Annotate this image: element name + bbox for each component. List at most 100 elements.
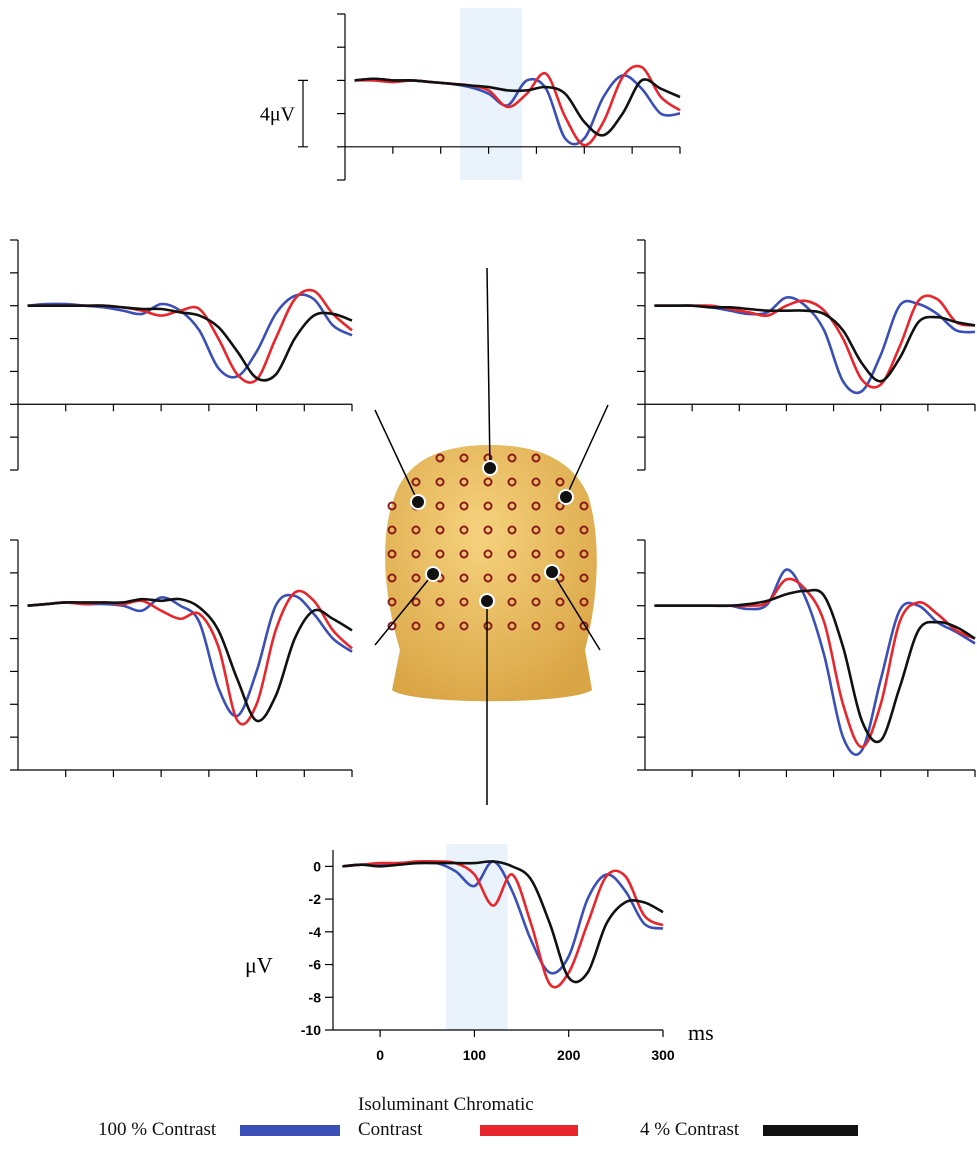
waveform bbox=[654, 304, 976, 383]
electrode bbox=[483, 501, 493, 511]
electrode bbox=[555, 501, 565, 511]
y-tick-label: -6 bbox=[309, 957, 322, 973]
electrode bbox=[387, 525, 397, 535]
y-tick-label: -8 bbox=[309, 989, 322, 1005]
electrode bbox=[435, 549, 445, 559]
highlight bbox=[446, 844, 508, 1030]
waveform bbox=[654, 588, 976, 744]
electrode bbox=[411, 573, 421, 583]
electrode bbox=[387, 549, 397, 559]
electrode bbox=[531, 621, 541, 631]
electrode bbox=[531, 525, 541, 535]
waveform bbox=[654, 294, 976, 389]
electrode bbox=[459, 501, 469, 511]
electrode bbox=[483, 525, 493, 535]
electrode bbox=[435, 525, 445, 535]
panel bbox=[10, 239, 353, 471]
electrode bbox=[435, 501, 445, 511]
electrode bbox=[507, 549, 517, 559]
panel bbox=[637, 539, 976, 777]
scale-bar bbox=[298, 79, 308, 148]
electrode bbox=[555, 597, 565, 607]
electrode bbox=[387, 501, 397, 511]
y-tick-label: -10 bbox=[301, 1022, 321, 1038]
electrode bbox=[459, 453, 469, 463]
electrode bbox=[387, 573, 397, 583]
electrode bbox=[459, 621, 469, 631]
waveform bbox=[27, 593, 353, 718]
electrode bbox=[387, 597, 397, 607]
electrode bbox=[531, 573, 541, 583]
electrode bbox=[435, 453, 445, 463]
x-axis-label: ms bbox=[688, 1020, 714, 1045]
waveform bbox=[27, 597, 353, 723]
electrode bbox=[483, 549, 493, 559]
waveform bbox=[342, 860, 664, 984]
electrode bbox=[411, 597, 421, 607]
electrode bbox=[483, 477, 493, 487]
x-tick-label: 100 bbox=[463, 1047, 487, 1063]
electrode bbox=[483, 573, 493, 583]
electrode bbox=[459, 549, 469, 559]
legend-swatch bbox=[240, 1125, 340, 1136]
electrode bbox=[579, 621, 589, 631]
waveform bbox=[342, 859, 664, 989]
electrode bbox=[507, 621, 517, 631]
y-axis-label: μV bbox=[245, 953, 273, 978]
electrode bbox=[387, 621, 397, 631]
panel bbox=[10, 539, 353, 777]
electrode bbox=[459, 597, 469, 607]
electrode bbox=[507, 501, 517, 511]
electrodes bbox=[387, 453, 589, 631]
legend-label: 4 % Contrast bbox=[640, 1119, 740, 1140]
connector-lines bbox=[374, 267, 609, 805]
legend-label: Isoluminant Chromatic Contrast bbox=[358, 1094, 534, 1140]
electrode bbox=[435, 477, 445, 487]
x-tick-label: 300 bbox=[651, 1047, 675, 1063]
electrode bbox=[507, 597, 517, 607]
electrode bbox=[531, 597, 541, 607]
legend-label: 100 % Contrast bbox=[98, 1119, 217, 1140]
electrode bbox=[459, 477, 469, 487]
waveform bbox=[654, 568, 976, 756]
waveform bbox=[654, 577, 976, 749]
electrode bbox=[579, 501, 589, 511]
waveform bbox=[27, 304, 353, 382]
panel: 0 -2 -4 -6 -8 -10 0 100 200 300 ms μV bbox=[245, 844, 714, 1063]
electrode bbox=[579, 573, 589, 583]
electrode bbox=[555, 621, 565, 631]
electrode bbox=[531, 477, 541, 487]
electrode bbox=[555, 525, 565, 535]
electrode bbox=[507, 453, 517, 463]
electrode bbox=[411, 621, 421, 631]
electrode bbox=[531, 501, 541, 511]
electrode bbox=[483, 621, 493, 631]
legend-swatch bbox=[763, 1125, 858, 1136]
electrode bbox=[579, 525, 589, 535]
panel bbox=[637, 239, 976, 471]
electrode bbox=[579, 597, 589, 607]
x-tick-label: 0 bbox=[376, 1047, 384, 1063]
electrode bbox=[435, 621, 445, 631]
waveform bbox=[27, 589, 353, 726]
panel: 4μV bbox=[260, 8, 681, 181]
electrode bbox=[579, 549, 589, 559]
electrode bbox=[555, 477, 565, 487]
selected-electrodes bbox=[410, 460, 574, 609]
electrode bbox=[411, 549, 421, 559]
x-tick-label: 200 bbox=[557, 1047, 581, 1063]
electrode bbox=[411, 525, 421, 535]
electrode bbox=[531, 453, 541, 463]
electrode bbox=[531, 549, 541, 559]
y-tick-label: -4 bbox=[309, 924, 322, 940]
head bbox=[374, 267, 609, 805]
y-tick-label: 0 bbox=[313, 858, 321, 874]
electrode bbox=[411, 477, 421, 487]
electrode bbox=[507, 573, 517, 583]
electrode bbox=[459, 573, 469, 583]
electrode bbox=[555, 549, 565, 559]
legend-swatch bbox=[480, 1125, 578, 1136]
waveform bbox=[354, 77, 681, 137]
